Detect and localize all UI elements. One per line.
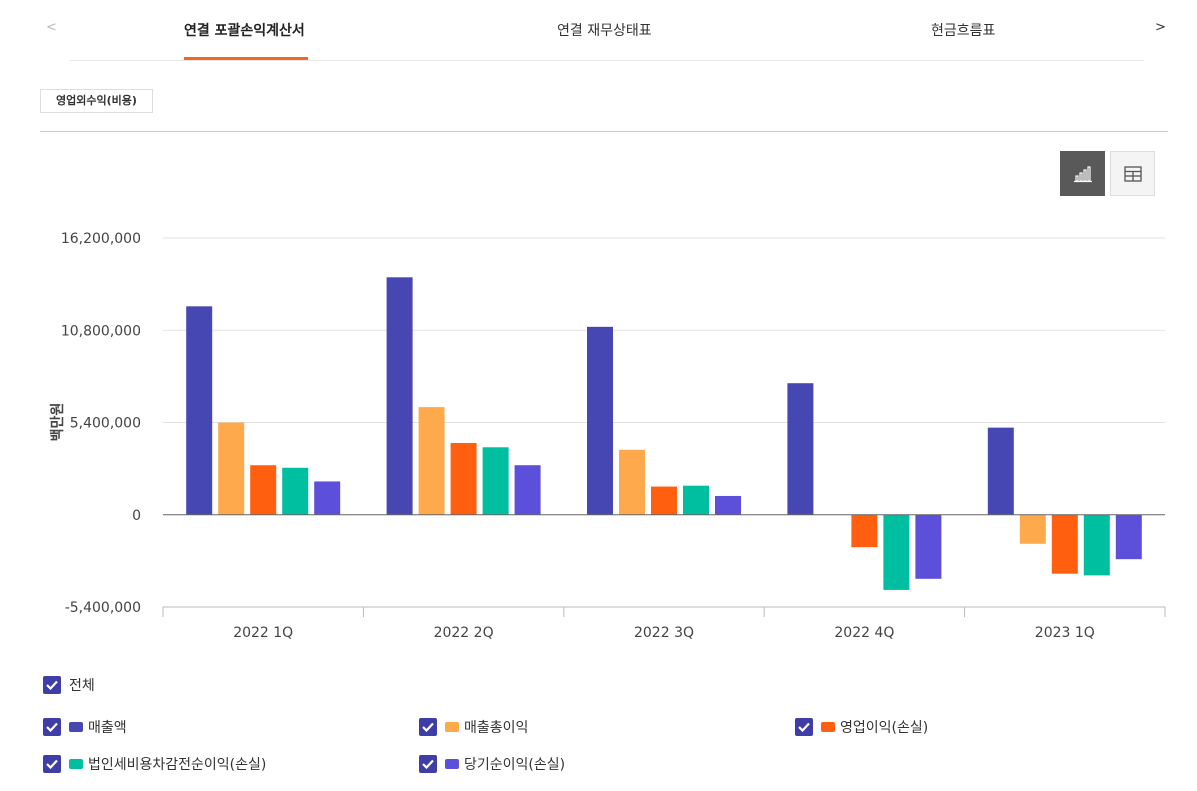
- x-tick-label: 2022 2Q: [434, 625, 494, 641]
- y-axis-label: 백만원: [50, 403, 66, 442]
- bar: [883, 514, 910, 590]
- legend-item-pretax-income[interactable]: 법인세비용차감전순이익(손실): [43, 754, 266, 774]
- bar-chart-icon: [1073, 165, 1092, 182]
- bar: [587, 326, 613, 515]
- checkbox-checked-icon: [43, 676, 61, 694]
- bar: [987, 427, 1014, 515]
- bar: [218, 422, 245, 515]
- x-tick-label: 2022 1Q: [233, 625, 293, 641]
- bar: [282, 467, 309, 515]
- bar: [715, 495, 741, 515]
- legend-label: 당기순이익(손실): [464, 757, 566, 773]
- table-icon: [1123, 165, 1142, 182]
- checkbox-checked-icon: [419, 718, 437, 736]
- bar: [1115, 514, 1142, 560]
- checkbox-checked-icon: [43, 718, 61, 736]
- legend-swatch: [821, 722, 835, 732]
- legend-all-label: 전체: [69, 678, 95, 694]
- bar: [787, 383, 814, 515]
- bar: [386, 277, 413, 515]
- bar: [915, 514, 942, 579]
- legend-item-operating-income[interactable]: 영업이익(손실): [795, 717, 928, 737]
- table-view-button[interactable]: [1110, 151, 1155, 196]
- y-tick-label: 0: [132, 508, 141, 524]
- legend-item-revenue[interactable]: 매출액: [43, 717, 127, 737]
- checkbox-checked-icon: [419, 755, 437, 773]
- bar: [482, 447, 509, 515]
- bar: [418, 407, 445, 515]
- bar: [314, 481, 341, 515]
- x-tick-label: 2023 1Q: [1035, 625, 1095, 641]
- bar: [851, 514, 878, 548]
- tab-comprehensive-income[interactable]: 연결 포괄손익계산서: [184, 23, 305, 39]
- tab-financial-position[interactable]: 연결 재무상태표: [557, 23, 652, 39]
- bar: [683, 485, 709, 515]
- y-tick-label: 10,800,000: [61, 323, 141, 339]
- bar: [1051, 514, 1078, 574]
- legend-label: 영업이익(손실): [840, 720, 929, 736]
- bar: [1019, 514, 1046, 544]
- tab-next-arrow[interactable]: >: [1155, 20, 1166, 35]
- legend-swatch: [445, 759, 459, 769]
- subtab-non-operating-income[interactable]: 영업외수익(비용): [40, 89, 153, 113]
- section-divider: [40, 131, 1168, 132]
- bar: [1083, 514, 1110, 576]
- bar: [619, 449, 645, 515]
- bar: [250, 465, 277, 515]
- legend-label: 매출총이익: [464, 720, 529, 736]
- x-tick-label: 2022 4Q: [834, 625, 894, 641]
- legend-label: 매출액: [88, 720, 127, 736]
- bar-chart: 16,200,000 10,800,000 5,400,000 0 -5,400,000…: [50, 231, 1166, 641]
- legend-item-gross-profit[interactable]: 매출총이익: [419, 717, 528, 737]
- legend-label: 법인세비용차감전순이익(손실): [88, 757, 267, 773]
- legend-swatch: [69, 722, 83, 732]
- tabs-divider: [70, 60, 1144, 61]
- tab-cash-flow[interactable]: 현금흐름표: [931, 23, 996, 39]
- chart-view-button[interactable]: [1060, 151, 1105, 196]
- x-tick-label: 2022 3Q: [634, 625, 694, 641]
- bar: [514, 465, 541, 515]
- bar: [651, 486, 677, 515]
- bar: [186, 306, 213, 515]
- legend-all-toggle[interactable]: 전체: [43, 675, 95, 695]
- checkbox-checked-icon: [795, 718, 813, 736]
- tab-prev-arrow[interactable]: <: [46, 20, 57, 35]
- y-tick-label: 16,200,000: [61, 231, 141, 247]
- y-tick-label: -5,400,000: [65, 600, 141, 616]
- legend-swatch: [445, 722, 459, 732]
- y-tick-label: 5,400,000: [70, 416, 141, 432]
- legend-swatch: [69, 759, 83, 769]
- statement-tabs: < 연결 포괄손익계산서 연결 재무상태표 현금흐름표 >: [0, 0, 1197, 62]
- legend-item-net-income[interactable]: 당기순이익(손실): [419, 754, 565, 774]
- checkbox-checked-icon: [43, 755, 61, 773]
- active-tab-indicator: [184, 57, 308, 60]
- bar: [450, 443, 477, 515]
